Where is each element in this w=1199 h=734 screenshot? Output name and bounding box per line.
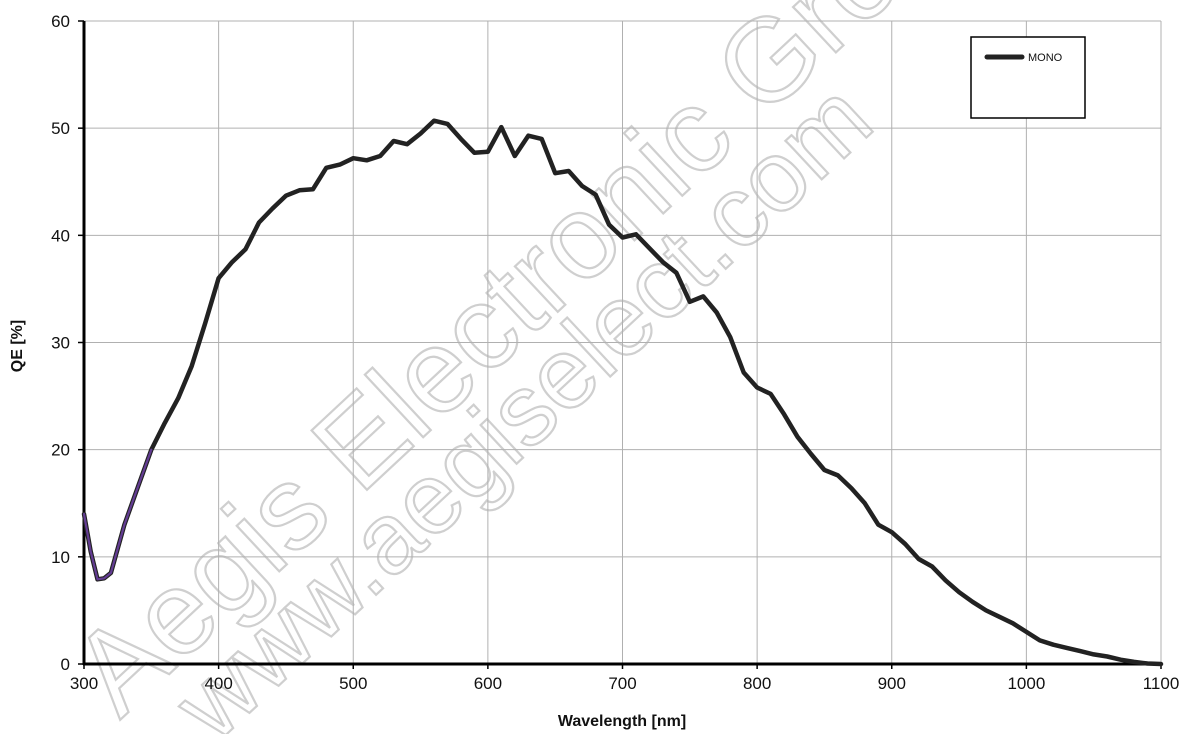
x-tick-labels: 300 400 500 600 700 800 900 1000 1100 — [70, 664, 1179, 693]
y-tick-label: 30 — [51, 334, 70, 353]
x-tick-label: 1000 — [1007, 674, 1045, 693]
grid — [83, 20, 1162, 665]
x-axis-title: Wavelength [nm] — [558, 713, 686, 730]
x-tick-label: 900 — [878, 674, 906, 693]
x-tick-label: 600 — [474, 674, 502, 693]
x-tick-label: 700 — [608, 674, 636, 693]
x-tick-label: 800 — [743, 674, 771, 693]
y-tick-label: 0 — [61, 655, 70, 674]
legend-label-mono: MONO — [1028, 52, 1063, 64]
y-tick-label: 40 — [51, 226, 70, 245]
y-tick-labels: 0 10 20 30 40 50 60 — [51, 12, 84, 674]
legend-box — [970, 36, 1086, 119]
series-line-mono — [81, 118, 1164, 667]
x-tick-label: 1100 — [1143, 674, 1180, 693]
y-tick-label: 50 — [51, 119, 70, 138]
watermark-url: www.aegiselect.com — [153, 61, 893, 734]
y-tick-label: 60 — [51, 12, 70, 31]
y-tick-label: 20 — [51, 441, 70, 460]
series-layer — [81, 118, 1164, 667]
x-tick-label: 400 — [204, 674, 232, 693]
series-line-mono-uv-segment — [82, 448, 153, 581]
x-tick-label: 300 — [70, 674, 98, 693]
x-tick-label: 500 — [339, 674, 367, 693]
y-tick-label: 10 — [51, 548, 70, 567]
legend: MONO — [970, 36, 1086, 119]
y-axis-title: QE [%] — [9, 320, 26, 372]
